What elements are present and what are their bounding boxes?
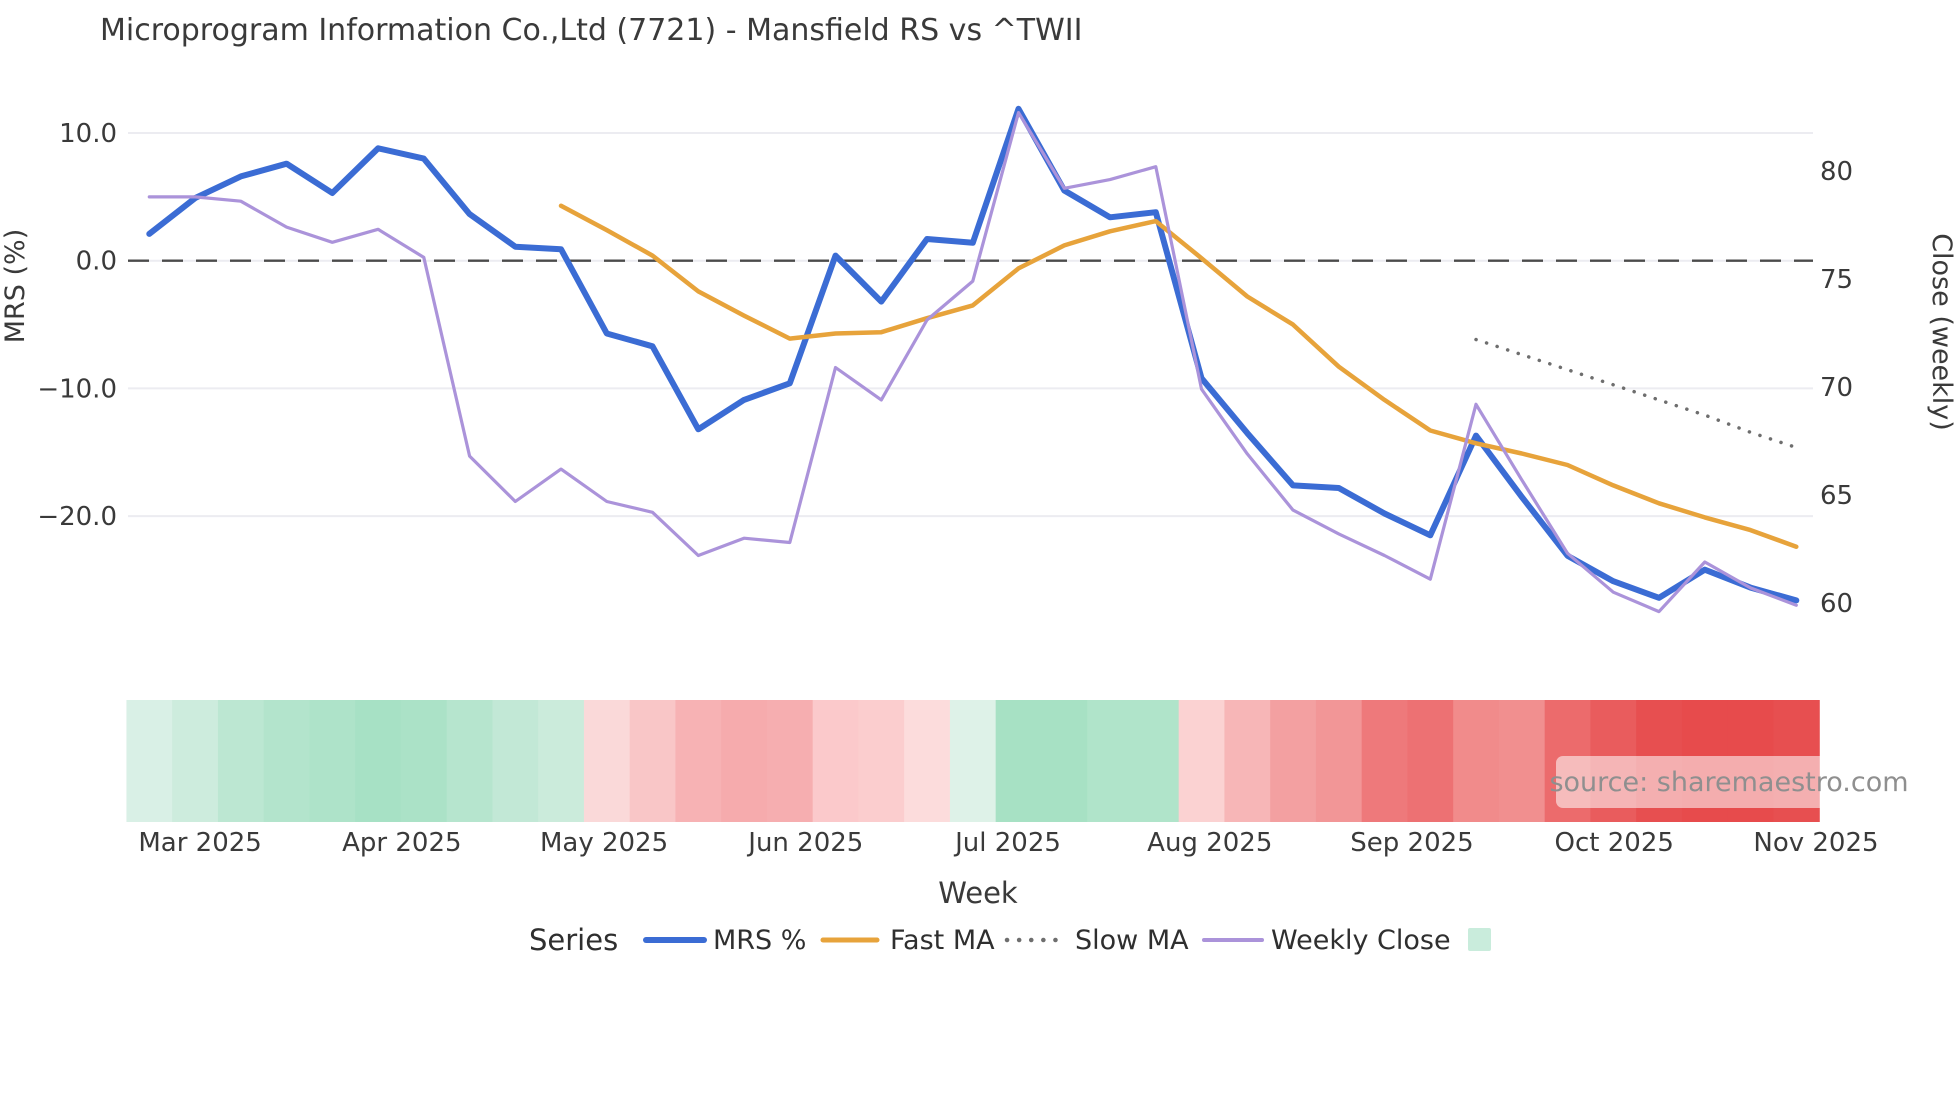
left-tick-label: 10.0 — [59, 119, 117, 149]
legend-item-slow-ma: Slow MA — [1004, 925, 1189, 956]
heatmap-cell — [675, 700, 722, 822]
heatmap-cell — [400, 700, 448, 822]
heatmap-cell — [1224, 700, 1271, 822]
x-axis-title: Week — [938, 876, 1018, 910]
legend-series-label: Series — [529, 923, 618, 957]
month-tick-label: Oct 2025 — [1555, 828, 1674, 858]
heatmap-cell — [217, 700, 265, 822]
legend-item-label: Fast MA — [890, 925, 995, 956]
heatmap-cell — [355, 700, 402, 822]
heatmap-cell — [1453, 700, 1500, 822]
heatmap-cell — [1087, 700, 1134, 822]
heatmap-cell — [812, 700, 860, 822]
month-tick-label: Aug 2025 — [1147, 828, 1272, 858]
fast-ma-line — [558, 203, 1799, 549]
right-tick-label: 80 — [1820, 157, 1853, 187]
month-tick-label: Nov 2025 — [1753, 828, 1878, 858]
weekly-close-line — [147, 111, 1798, 614]
heatmap-cell — [858, 700, 905, 822]
heatmap-cell — [1361, 700, 1409, 822]
heatmap-cell — [904, 700, 951, 822]
heatmap-cell — [1498, 700, 1546, 822]
month-tick-label: Sep 2025 — [1350, 828, 1473, 858]
plot-area: 10.0 0.0 −10.0 −20.0 80 75 70 65 60 Mar 2025 Apr 2… — [37, 105, 1879, 858]
month-tick-label: Mar 2025 — [138, 828, 262, 858]
heatmap-cell — [949, 700, 997, 822]
source-watermark: source: sharemaestro.com — [1549, 756, 1909, 808]
heatmap-cell — [995, 700, 1043, 822]
heatmap-cell — [629, 700, 677, 822]
right-tick-label: 75 — [1820, 265, 1853, 295]
legend-item-label: Weekly Close — [1271, 925, 1451, 956]
right-tick-label: 65 — [1820, 481, 1853, 511]
left-tick-label: −20.0 — [37, 502, 117, 532]
month-tick-label: Jun 2025 — [746, 828, 863, 858]
watermark-text: source: sharemaestro.com — [1549, 767, 1908, 798]
heatmap-cell — [1041, 700, 1088, 822]
heatmap-cell — [309, 700, 356, 822]
legend-item-label: Slow MA — [1075, 925, 1189, 956]
legend-item-fast-ma: Fast MA — [820, 925, 995, 956]
heatmap-cell — [263, 700, 311, 822]
heatmap-cell — [126, 700, 173, 822]
heatmap-cell — [172, 700, 219, 822]
slow-ma-line — [1474, 337, 1799, 450]
heatmap-cell — [766, 700, 814, 822]
heatmap-cell — [446, 700, 494, 822]
right-tick-label: 70 — [1820, 373, 1853, 403]
month-tick-label: Jul 2025 — [953, 828, 1061, 858]
heatmap-cell — [1407, 700, 1454, 822]
page-title: Microprogram Information Co.,Ltd (7721) … — [100, 13, 1082, 48]
mrs--line — [146, 105, 1800, 604]
heatmap-cell — [1270, 700, 1317, 822]
watermark-background — [1556, 756, 1900, 808]
left-tick-label: 0.0 — [76, 247, 117, 277]
chart-legend: Series MRS % Fast MA Slow MA Weekly Clos… — [529, 923, 1491, 957]
right-axis-title: Close (weekly) — [1926, 233, 1957, 431]
legend-item-mrs: MRS % — [643, 925, 806, 956]
heatmap-cell — [492, 700, 539, 822]
right-tick-label: 60 — [1820, 589, 1853, 619]
heatmap-cell — [1178, 700, 1226, 822]
month-tick-label: May 2025 — [540, 828, 668, 858]
left-axis-title: MRS (%) — [0, 229, 31, 344]
month-tick-label: Apr 2025 — [342, 828, 461, 858]
heatmap-cell — [1315, 700, 1363, 822]
legend-item-weekly-close: Weekly Close — [1202, 925, 1451, 956]
heatmap-cell — [583, 700, 631, 822]
left-tick-label: −10.0 — [37, 374, 117, 404]
heatmap-cell — [721, 700, 768, 822]
heatmap-cell — [538, 700, 585, 822]
legend-item-label: MRS % — [713, 925, 806, 956]
heatmap-swatch — [1468, 928, 1491, 951]
heatmap-cell — [1132, 700, 1180, 822]
